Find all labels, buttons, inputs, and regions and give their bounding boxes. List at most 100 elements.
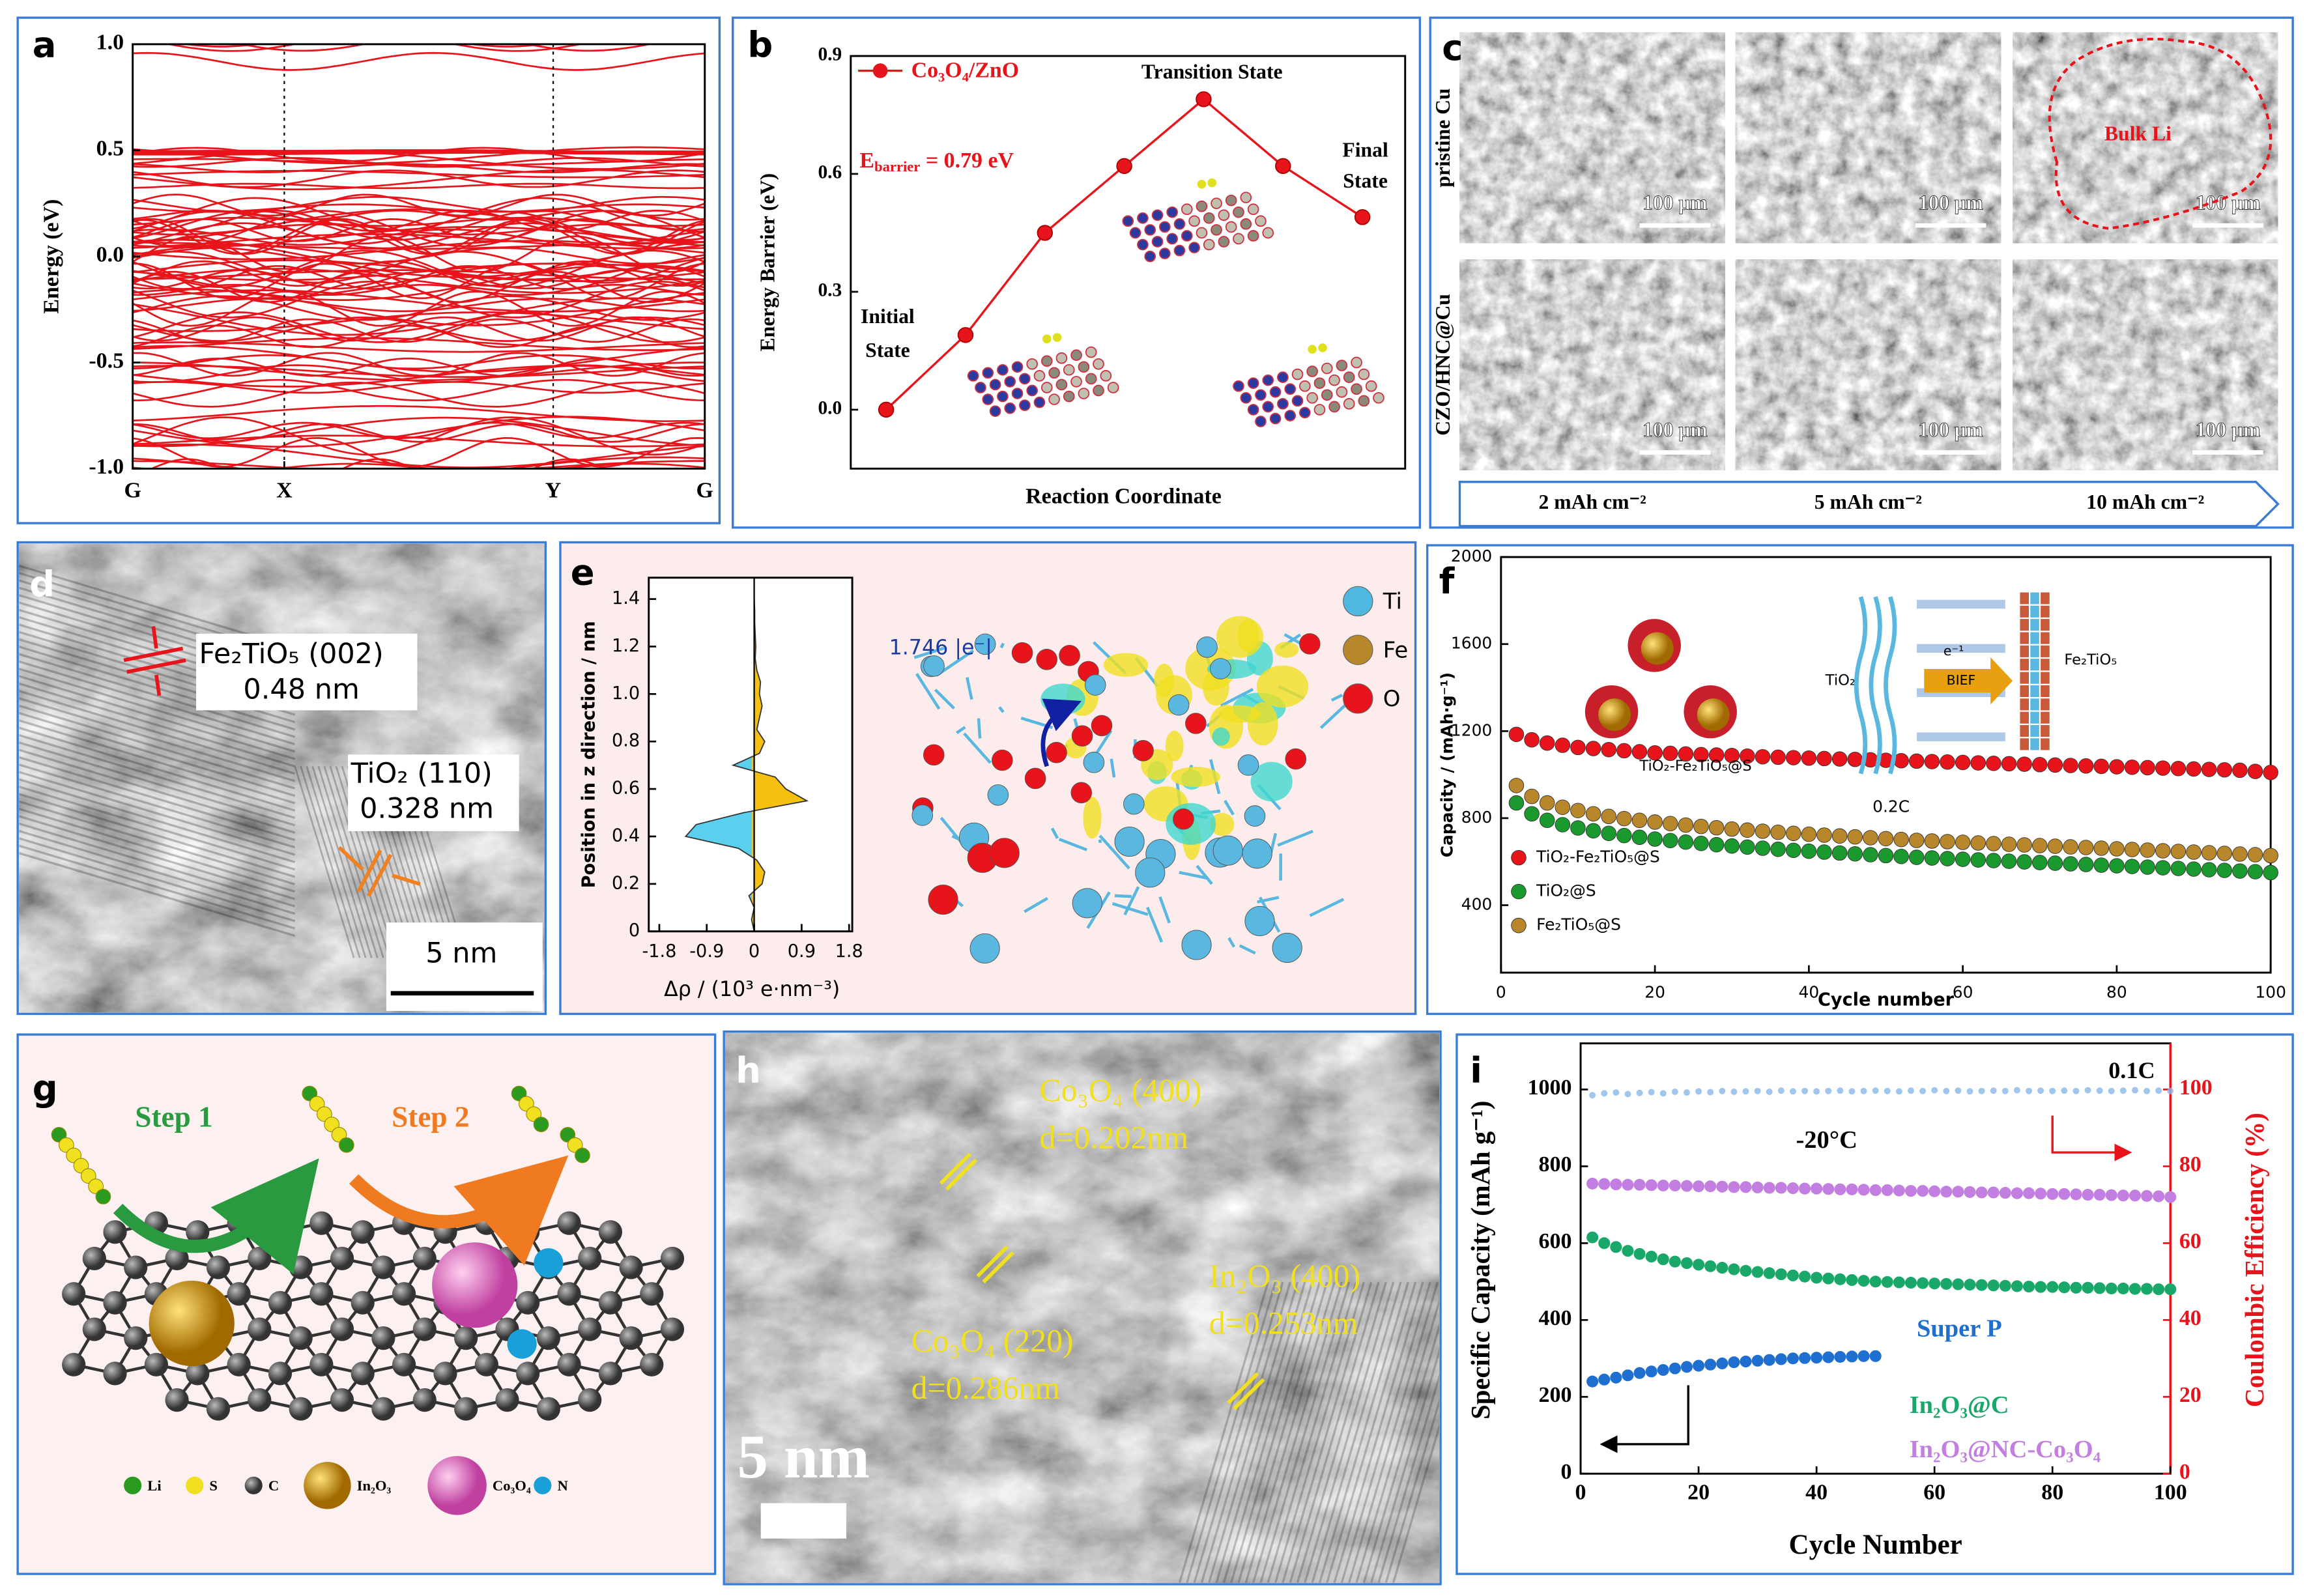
lattice-cell xyxy=(2030,672,2039,684)
point xyxy=(1657,1253,1669,1266)
fringe xyxy=(19,748,296,834)
point xyxy=(1801,826,1817,842)
point xyxy=(1724,747,1740,763)
scale-bar xyxy=(760,1503,847,1539)
plane-spacing: d=0.202nm xyxy=(1039,1119,1188,1155)
point xyxy=(1775,1182,1787,1194)
legend-label: O xyxy=(1383,687,1401,712)
carbon xyxy=(392,1352,416,1376)
point xyxy=(2129,1283,2142,1295)
lattice-cell xyxy=(2041,659,2050,671)
atom xyxy=(1048,393,1060,405)
carbon xyxy=(412,1388,437,1412)
point xyxy=(1601,808,1616,825)
point xyxy=(1719,1087,1726,1094)
band-curve xyxy=(236,44,654,52)
point xyxy=(1659,1090,1667,1097)
atom xyxy=(1262,227,1274,239)
y-tick-label: 60 xyxy=(2179,1229,2201,1253)
point xyxy=(2247,763,2263,779)
point xyxy=(1633,1178,1646,1191)
atom xyxy=(1040,382,1053,393)
carbon xyxy=(330,1388,354,1412)
point xyxy=(1616,743,1632,759)
atom xyxy=(1033,396,1046,408)
point xyxy=(1662,816,1678,832)
band-curve xyxy=(132,354,705,370)
point xyxy=(1693,1259,1705,1271)
atom xyxy=(982,367,994,379)
fringe xyxy=(19,793,296,878)
point xyxy=(1585,823,1601,839)
fringe xyxy=(311,765,373,958)
point xyxy=(1847,846,1863,862)
fringe xyxy=(19,763,296,849)
point xyxy=(1555,799,1571,815)
fringe xyxy=(1237,1281,1328,1583)
carbon xyxy=(495,1388,519,1412)
point xyxy=(1846,1274,1858,1287)
carbon xyxy=(248,1246,272,1271)
point xyxy=(2016,756,2032,772)
atom xyxy=(1351,356,1362,369)
atom xyxy=(969,933,1000,963)
nitrogen xyxy=(507,1329,537,1359)
point xyxy=(1755,840,1771,856)
point xyxy=(1777,1087,1785,1094)
legend-label: In₂O₃ xyxy=(357,1477,392,1494)
carbon xyxy=(660,1317,685,1341)
point xyxy=(1116,158,1132,175)
point xyxy=(1610,1241,1622,1253)
legend-label: In₂O₃@NC-Co₃O₄ xyxy=(1910,1436,2101,1463)
x-tick-label: -1.8 xyxy=(642,941,676,962)
point xyxy=(1770,824,1786,840)
point xyxy=(1964,1279,1976,1291)
band-curve xyxy=(132,337,705,351)
atom xyxy=(1240,192,1252,203)
atom xyxy=(1055,352,1068,364)
sem-image xyxy=(2013,32,2278,244)
atom xyxy=(1078,361,1090,373)
point xyxy=(1539,735,1555,751)
fringe xyxy=(19,844,296,930)
point xyxy=(1869,1275,1882,1288)
atom xyxy=(1019,373,1031,385)
x-tick-label: 40 xyxy=(1805,1481,1828,1505)
lattice-cell xyxy=(2020,711,2029,724)
point xyxy=(1895,1088,1902,1095)
charge-density xyxy=(1250,762,1293,802)
carbon xyxy=(516,1220,540,1244)
sem-image xyxy=(1459,32,1725,244)
point xyxy=(1986,755,2001,771)
charge-density xyxy=(1083,797,1102,839)
atom xyxy=(1269,386,1282,398)
scale-bar-label: 100 μm xyxy=(1642,418,1708,441)
fringe xyxy=(1267,1281,1358,1583)
carbon xyxy=(454,1397,478,1421)
point xyxy=(1622,1245,1634,1257)
carbon xyxy=(392,1282,416,1306)
point xyxy=(2164,1191,2177,1203)
carbon xyxy=(474,1352,498,1376)
annotation: Ebarrier = 0.79 eV xyxy=(859,149,1014,175)
legend-label: TiO₂@S xyxy=(1536,881,1596,900)
x-tick-label: 100 xyxy=(2255,983,2286,1002)
atom xyxy=(1048,367,1060,379)
scale-box xyxy=(386,922,543,1011)
atom xyxy=(1313,377,1326,390)
atom xyxy=(1373,392,1384,404)
bands xyxy=(132,44,705,469)
atom xyxy=(1185,713,1207,734)
carbon xyxy=(330,1246,354,1271)
fringe xyxy=(1244,1281,1336,1583)
point xyxy=(1872,1087,1879,1094)
carbon xyxy=(351,1361,375,1386)
point xyxy=(2022,1280,2035,1293)
bond xyxy=(1220,687,1254,707)
fringe xyxy=(1296,1281,1387,1583)
point xyxy=(2070,1281,2082,1294)
y-tick-label: 2000 xyxy=(1451,547,1492,565)
plane-spacing: d=0.286nm xyxy=(911,1370,1061,1406)
phase-label: 0.48 nm xyxy=(243,673,360,705)
